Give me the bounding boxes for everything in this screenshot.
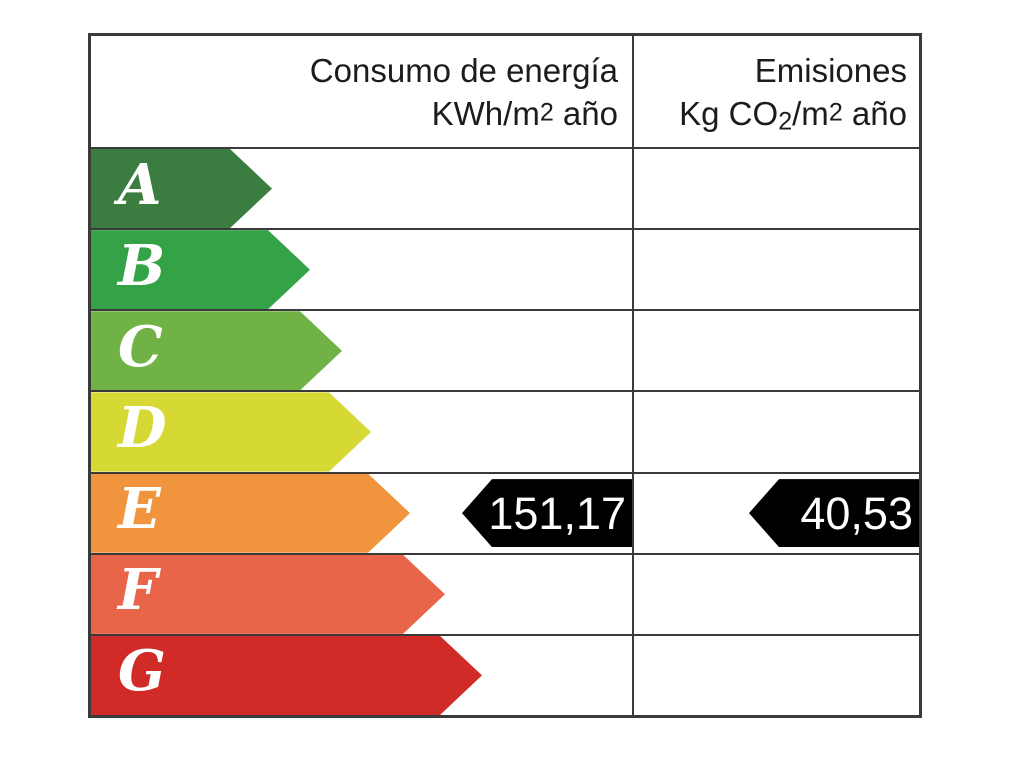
rating-arrow-e: E [91,474,410,553]
rating-g-emissions-cell [634,636,919,715]
energy-rating-table: Consumo de energía KWh/m2 año Emisiones … [88,33,922,718]
rating-f-emissions-cell [634,555,919,634]
emissions-header-line1: Emisiones [754,52,907,89]
rating-row-f: F [91,554,919,636]
rating-row-g: G [91,635,919,715]
rating-e-consumption-cell: E 151,17 [91,473,634,553]
rating-arrow-g: G [91,636,482,715]
rating-g-consumption-cell: G [91,635,634,715]
consumption-header-line2: KWh/m2 año [431,94,618,132]
consumption-header-line1: Consumo de energía [309,52,618,89]
rating-c-consumption-cell: C [91,311,634,391]
rating-arrow-a: A [91,149,272,228]
consumption-value-marker: 151,17 [462,479,632,548]
consumption-value: 151,17 [488,487,626,539]
rating-f-consumption-cell: F [91,554,634,634]
rating-d-emissions-cell [634,392,919,471]
rating-d-consumption-cell: D [91,392,634,472]
rating-b-consumption-cell: B [91,230,634,310]
emissions-value-marker: 40,53 [749,479,919,548]
rating-row-b: B [91,230,919,312]
squared-symbol: 2 [828,98,843,127]
rating-letter-a: A [118,151,162,218]
rating-row-a: A [91,149,919,231]
rating-b-emissions-cell [634,230,919,309]
rating-letter-f: F [118,557,158,624]
rating-row-c: C [91,311,919,393]
consumption-column-header: Consumo de energía KWh/m2 año [91,36,634,147]
rating-arrow-d: D [91,392,371,471]
emissions-header-line2: Kg CO2/m2 año [679,94,907,136]
rating-e-emissions-cell: 40,53 [634,474,919,553]
co2-subscript: 2 [778,107,793,136]
rating-letter-g: G [118,638,166,705]
squared-symbol: 2 [539,98,554,127]
rating-a-consumption-cell: A [91,149,634,229]
rating-arrow-b: B [91,230,310,309]
emissions-column-header: Emisiones Kg CO2/m2 año [634,36,919,147]
rating-letter-c: C [118,313,163,380]
emissions-value: 40,53 [800,487,913,539]
rating-arrow-c: C [91,311,342,390]
rating-row-d: D [91,392,919,474]
rating-rows: A B C [91,149,919,715]
rating-letter-d: D [118,394,167,461]
rating-letter-b: B [118,232,166,299]
table-header-row: Consumo de energía KWh/m2 año Emisiones … [91,36,919,149]
rating-letter-e: E [118,476,161,543]
rating-a-emissions-cell [634,149,919,228]
rating-c-emissions-cell [634,311,919,390]
rating-row-e: E 151,17 40,53 [91,473,919,555]
rating-arrow-f: F [91,555,445,634]
